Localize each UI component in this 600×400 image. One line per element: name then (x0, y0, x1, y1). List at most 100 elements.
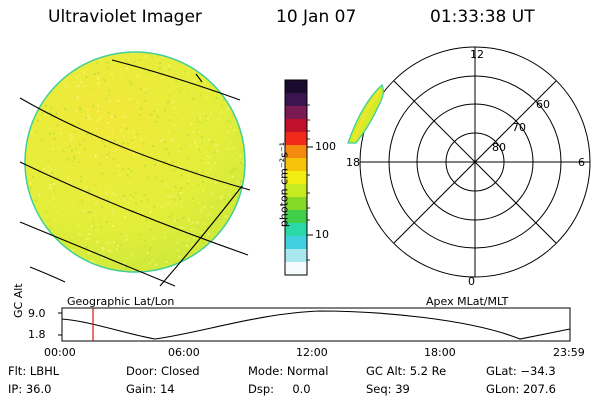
emission-speckle (75, 76, 78, 79)
status-ip-value: 36.0 (25, 382, 52, 396)
emission-speckle (86, 246, 89, 249)
emission-speckle (30, 194, 33, 197)
emission-speckle (109, 184, 112, 187)
emission-speckle (216, 69, 219, 72)
status-gc-alt-label: GC Alt: (366, 364, 407, 378)
emission-speckle (55, 58, 58, 61)
emission-speckle (178, 268, 181, 271)
emission-speckle (180, 201, 182, 204)
emission-speckle (101, 246, 104, 249)
emission-speckle (56, 177, 59, 180)
emission-speckle (165, 194, 168, 197)
emission-speckle (207, 73, 210, 76)
emission-speckle (177, 249, 179, 252)
emission-speckle (87, 118, 90, 120)
emission-speckle (220, 81, 222, 84)
emission-speckle (237, 170, 240, 173)
emission-speckle (155, 247, 158, 250)
altitude-ytick-1.8: 1.8 (28, 328, 46, 341)
emission-speckle (226, 68, 229, 71)
status-door-value: Closed (160, 364, 200, 378)
emission-speckle (51, 247, 54, 249)
emission-speckle (26, 217, 29, 220)
emission-speckle (238, 110, 241, 113)
emission-speckle (82, 98, 85, 101)
emission-speckle (220, 215, 223, 218)
emission-speckle (128, 98, 131, 101)
emission-speckle (92, 260, 95, 263)
emission-speckle (177, 168, 180, 171)
emission-speckle (140, 138, 143, 140)
emission-speckle (227, 119, 230, 122)
emission-speckle (41, 227, 44, 230)
color-bar-swatch (285, 93, 307, 107)
emission-speckle (35, 249, 38, 252)
emission-speckle (175, 111, 178, 114)
emission-speckle (155, 241, 158, 244)
emission-speckle (168, 68, 171, 71)
emission-speckle (96, 120, 99, 123)
emission-speckle (96, 153, 98, 156)
status-seq-label: Seq: (366, 382, 392, 396)
emission-speckle (216, 237, 219, 240)
emission-speckle (192, 98, 195, 100)
emission-speckle (137, 101, 140, 104)
emission-speckle (163, 203, 166, 206)
color-bar-swatches (285, 80, 307, 276)
emission-speckle (96, 62, 98, 64)
emission-speckle (130, 196, 133, 199)
emission-speckle (197, 132, 200, 135)
emission-speckle (132, 209, 135, 212)
emission-speckle (73, 206, 76, 209)
emission-speckle (94, 250, 97, 253)
emission-speckle (223, 77, 226, 80)
emission-speckle (43, 239, 46, 242)
emission-speckle (40, 138, 43, 141)
emission-speckle (81, 200, 84, 203)
emission-speckle (175, 219, 178, 222)
status-gain: Gain: 14 (126, 382, 175, 396)
time-tick-1800: 18:00 (424, 346, 456, 359)
emission-speckle (241, 194, 244, 197)
emission-speckle (106, 156, 108, 158)
emission-speckle (242, 76, 245, 78)
emission-speckle (175, 80, 178, 83)
emission-speckle (43, 168, 46, 170)
status-door-label: Door: (126, 364, 158, 378)
emission-speckle (230, 225, 233, 228)
emission-speckle (175, 168, 178, 171)
emission-speckle (216, 97, 219, 100)
emission-speckle (170, 212, 173, 215)
emission-speckle (90, 118, 92, 121)
emission-speckle (38, 101, 41, 104)
emission-speckle (87, 237, 90, 240)
emission-speckle (191, 63, 194, 66)
emission-speckle (25, 165, 28, 168)
emission-speckle (125, 267, 128, 270)
emission-speckle (37, 82, 40, 85)
emission-speckle (115, 247, 118, 250)
emission-speckle (106, 254, 109, 256)
emission-speckle (207, 214, 210, 217)
emission-speckle (187, 134, 190, 137)
emission-speckle (240, 225, 243, 228)
emission-speckle (176, 171, 179, 174)
emission-speckle (100, 225, 103, 228)
emission-speckle (154, 54, 157, 57)
emission-speckle (38, 233, 41, 236)
emission-speckle (194, 268, 196, 271)
emission-speckle (98, 162, 101, 165)
emission-speckle (50, 255, 53, 258)
emission-speckle (82, 55, 85, 58)
emission-speckle (199, 141, 202, 144)
emission-speckle (45, 211, 48, 214)
emission-speckle (244, 220, 245, 222)
emission-speckle (243, 224, 245, 227)
emission-speckle (196, 221, 199, 224)
emission-speckle (224, 227, 227, 230)
emission-speckle (186, 89, 189, 92)
emission-speckle (97, 72, 100, 75)
emission-speckle (147, 177, 150, 179)
emission-speckle (108, 155, 111, 158)
emission-speckle (112, 172, 115, 175)
